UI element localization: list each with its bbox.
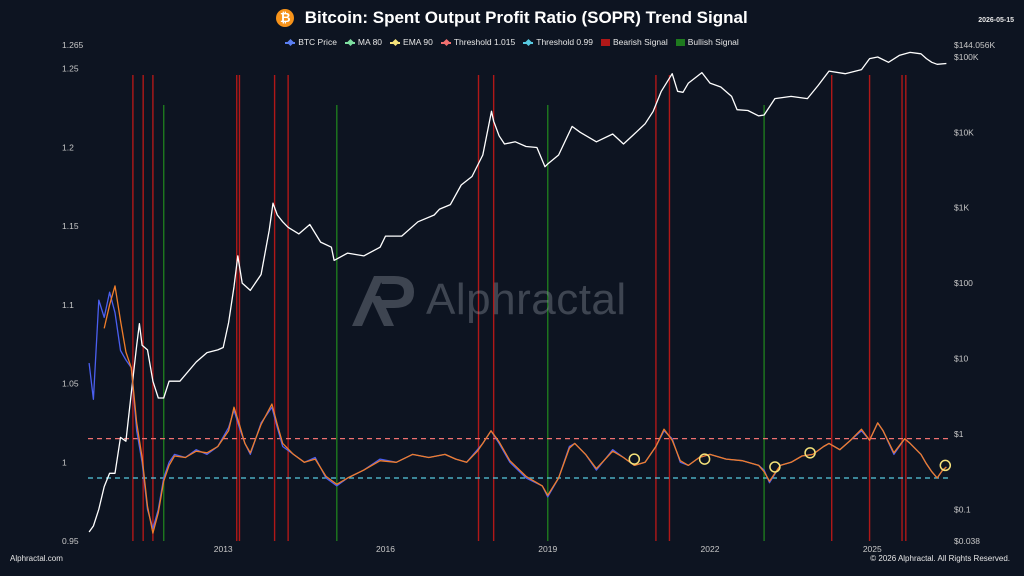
bitcoin-icon: ₿ — [276, 9, 295, 27]
left-tick-label: 1.05 — [62, 379, 79, 389]
legend-label: Threshold 1.015 — [453, 37, 516, 47]
date-label: 2026-05-15 — [978, 17, 1014, 24]
threshold-lines — [88, 438, 948, 479]
series-line — [103, 285, 947, 534]
highlight-circle — [804, 447, 816, 459]
chart-header: ₿ Bitcoin: Spent Output Profit Ratio (SO… — [0, 0, 1024, 36]
right-tick-label: $10K — [954, 127, 974, 137]
legend-item[interactable]: Threshold 0.99 — [523, 37, 593, 47]
watermark-text: Alphractal — [426, 275, 627, 324]
right-tick-label: $100K — [954, 52, 979, 62]
legend-item[interactable]: Bullish Signal — [675, 37, 739, 47]
legend-swatch — [675, 39, 685, 47]
legend-label: Bullish Signal — [687, 37, 739, 47]
legend-label: Threshold 0.99 — [536, 37, 593, 47]
legend-swatch — [344, 38, 355, 46]
highlight-circle — [939, 459, 952, 472]
x-tick-label: 2025 — [863, 544, 882, 554]
legend-swatch — [390, 38, 401, 46]
legend-swatch — [523, 38, 534, 46]
right-tick-label: $0.038 — [954, 536, 980, 546]
left-tick-label: 1.2 — [62, 142, 74, 152]
legend-label: EMA 90 — [403, 37, 433, 47]
left-tick-label: 1.25 — [62, 64, 79, 74]
legend-item[interactable]: Threshold 1.015 — [440, 37, 516, 47]
series-line — [88, 51, 947, 533]
legend-item[interactable]: MA 80 — [344, 37, 383, 47]
watermark: Alphractal — [348, 272, 627, 328]
x-tick-label: 2016 — [376, 544, 395, 554]
legend-item[interactable]: Bearish Signal — [600, 37, 668, 47]
right-tick-label: $10 — [954, 354, 968, 364]
left-tick-label: 1.265 — [62, 40, 84, 50]
alphractal-logo-icon — [352, 276, 414, 326]
x-tick-label: 2019 — [538, 544, 557, 554]
left-tick-label: 1 — [62, 457, 67, 467]
x-tick-label: 2022 — [701, 544, 720, 554]
legend-swatch — [600, 39, 610, 47]
right-tick-label: $0.1 — [954, 504, 971, 514]
highlight-circle — [769, 461, 781, 473]
legend-swatch — [440, 38, 451, 46]
legend-label: BTC Price — [298, 37, 337, 47]
left-tick-label: 1.1 — [62, 300, 74, 310]
x-axis-ticks: 2013 2016 2019 2022 2025 — [214, 544, 882, 554]
footer-site-link[interactable]: Alphractal.com — [10, 554, 63, 563]
highlight-circles — [628, 447, 952, 473]
chart-legend: BTC Price MA 80 EMA 90 Threshold 1.015 Thres… — [0, 37, 1024, 47]
x-tick-label: 2013 — [214, 544, 233, 554]
right-tick-label: $144.056K — [954, 40, 995, 50]
legend-item[interactable]: BTC Price — [285, 37, 337, 47]
left-tick-label: 1.15 — [62, 221, 79, 231]
right-tick-label: $1 — [954, 429, 964, 439]
series-lines — [88, 51, 947, 534]
signal-lines — [132, 75, 907, 541]
right-tick-label: $1K — [954, 203, 969, 213]
highlight-circle — [698, 453, 711, 465]
legend-item[interactable]: EMA 90 — [390, 37, 433, 47]
highlight-circle — [628, 453, 641, 465]
left-axis-ticks: 0.95 1 1.05 1.1 1.15 1.2 1.25 1.265 — [62, 40, 84, 546]
footer-copyright: © 2026 Alphractal. All Rights Reserved. — [870, 554, 1010, 563]
chart-title: Bitcoin: Spent Output Profit Ratio (SOPR… — [304, 8, 748, 27]
legend-label: MA 80 — [357, 37, 383, 47]
right-axis-ticks: $144.056K $100K $10K $1K $100 $10 $1 $0.1 $0.038 — [954, 40, 995, 546]
legend-label: Bearish Signal — [612, 37, 668, 47]
title-row: ₿ Bitcoin: Spent Output Profit Ratio (SO… — [0, 8, 1024, 28]
legend-swatch — [285, 38, 296, 46]
right-tick-label: $100 — [954, 278, 973, 288]
left-tick-label: 0.95 — [62, 536, 79, 546]
